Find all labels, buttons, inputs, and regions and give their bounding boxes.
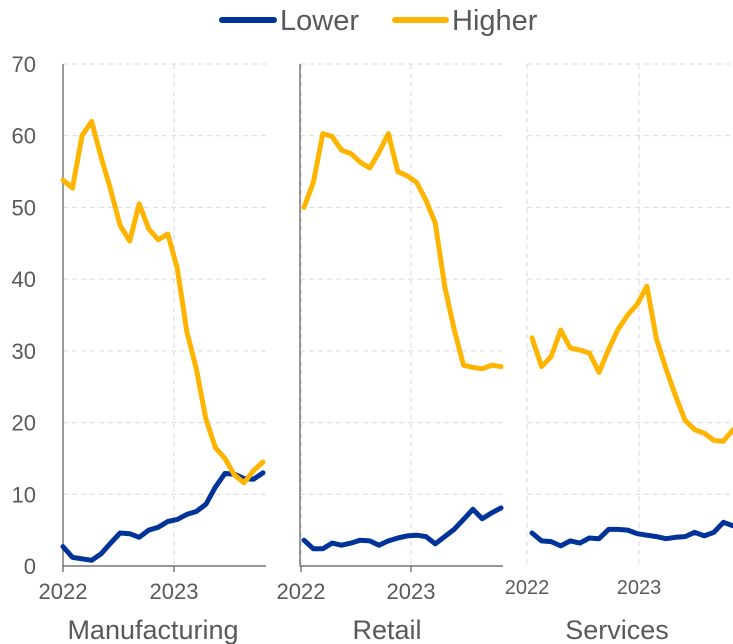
panel-label-services: Services: [565, 615, 669, 644]
y-axis: 0 10 20 30 40 50 60 70: [12, 52, 36, 579]
y-tick-label: 50: [12, 195, 36, 220]
x-tick-label: 2023: [617, 577, 662, 599]
panel-label-manufacturing: Manufacturing: [67, 615, 238, 644]
panel-label-retail: Retail: [352, 615, 421, 644]
y-tick-label: 10: [12, 482, 36, 507]
series-line-higher-services: [529, 283, 733, 444]
series-line-lower-manufacturing: [60, 470, 266, 563]
series-line-lower-services: [529, 519, 733, 549]
y-tick-label: 40: [12, 267, 36, 292]
legend-label-higher: Higher: [452, 5, 538, 37]
legend-label-lower: Lower: [280, 5, 359, 37]
legend: Lower Higher: [219, 5, 538, 37]
x-tick-label: 2022: [505, 577, 550, 599]
x-tick-label: 2022: [39, 579, 88, 604]
y-tick-label: 60: [12, 124, 36, 149]
series-line-higher-retail: [301, 131, 504, 372]
x-tick-label: 2022: [277, 579, 326, 604]
panel-retail: 2022 2023 Retail: [277, 63, 504, 644]
y-tick-label: 70: [12, 52, 36, 77]
y-tick-label: 20: [12, 411, 36, 436]
panel-services: 2022 2023 Services: [505, 63, 733, 644]
x-tick-label: 2023: [387, 579, 436, 604]
series-line-lower-retail: [301, 505, 504, 552]
y-tick-label: 30: [12, 339, 36, 364]
x-tick-label: 2023: [150, 579, 199, 604]
series-line-higher-manufacturing: [60, 118, 266, 486]
panel-manufacturing: 2022 2023 Manufacturing: [39, 63, 266, 644]
y-tick-label: 0: [24, 554, 36, 579]
